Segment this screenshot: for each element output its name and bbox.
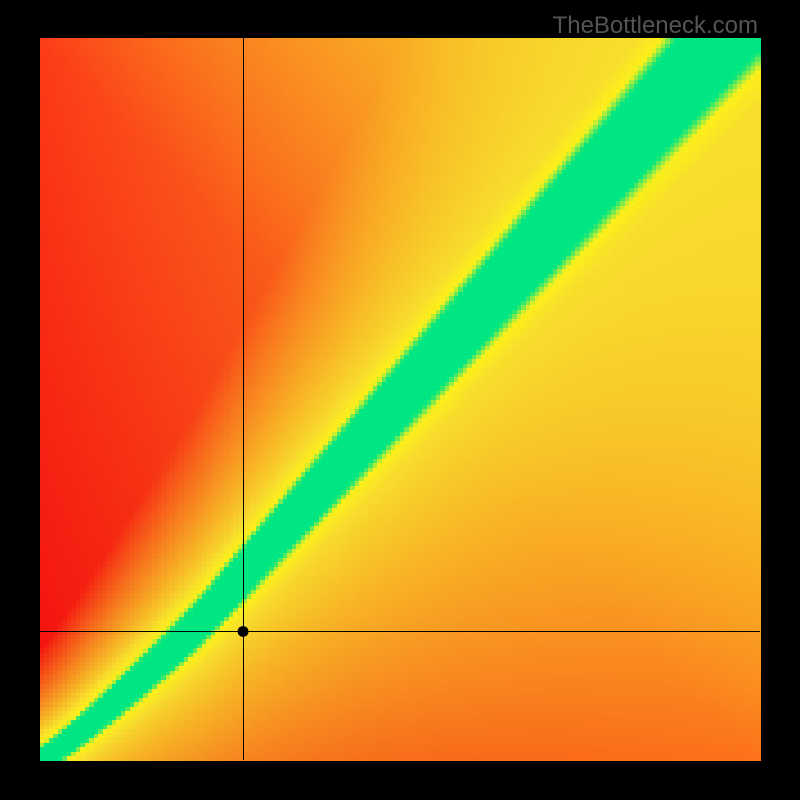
watermark-text: TheBottleneck.com — [553, 12, 758, 40]
bottleneck-heatmap — [0, 0, 800, 800]
